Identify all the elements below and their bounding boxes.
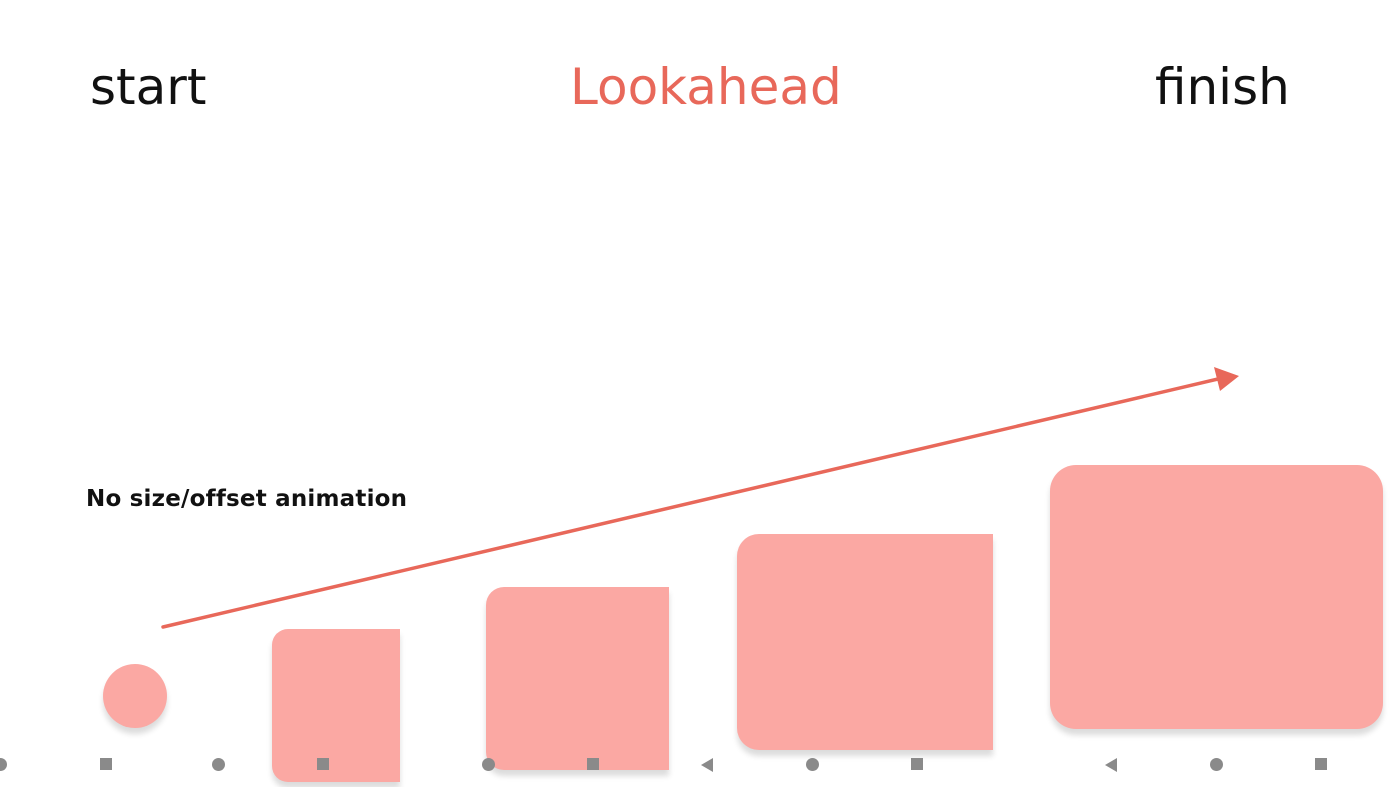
rounded-rect-frame-5 xyxy=(1050,465,1383,729)
page-title: Lookahead xyxy=(570,58,842,116)
recents-icon xyxy=(587,758,599,770)
home-icon xyxy=(482,758,495,771)
recents-icon xyxy=(100,758,112,770)
back-icon xyxy=(1105,758,1117,772)
recents-icon xyxy=(317,758,329,770)
home-icon xyxy=(0,758,7,771)
home-icon xyxy=(806,758,819,771)
circle-frame xyxy=(103,664,167,728)
home-icon xyxy=(1210,758,1223,771)
recents-icon xyxy=(911,758,923,770)
back-icon xyxy=(701,758,713,772)
rounded-rect-frame-2 xyxy=(272,629,400,782)
rounded-rect-frame-3 xyxy=(486,587,669,770)
rounded-rect-frame-4 xyxy=(737,534,993,750)
recents-icon xyxy=(1315,758,1327,770)
home-icon xyxy=(212,758,225,771)
start-label: start xyxy=(90,58,207,116)
arrow-shaft xyxy=(161,377,1220,629)
arrow-head xyxy=(1214,367,1239,391)
finish-label: finish xyxy=(1155,58,1290,116)
annotation-note: No size/offset animation xyxy=(86,486,408,512)
